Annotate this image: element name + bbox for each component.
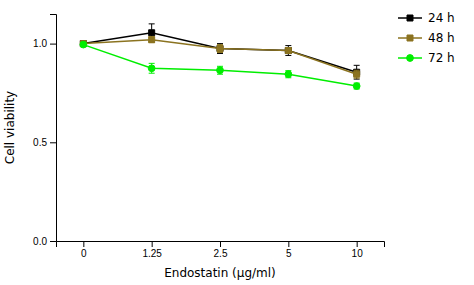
x-tick-label: 1.25 bbox=[142, 248, 162, 259]
x-tick-mark bbox=[83, 241, 84, 247]
y-tick-label: 0.5 bbox=[33, 137, 47, 148]
legend-marker bbox=[407, 15, 413, 21]
y-axis: 0.0 0.5 1.0 bbox=[33, 15, 56, 247]
x-axis-title: Endostatin (μg/ml) bbox=[164, 266, 276, 280]
x-tick-mark bbox=[288, 241, 289, 247]
y-tick-mark bbox=[50, 142, 56, 143]
error-bar bbox=[149, 37, 155, 43]
point bbox=[217, 67, 224, 74]
point bbox=[80, 41, 87, 48]
point bbox=[149, 37, 155, 43]
series bbox=[80, 41, 360, 89]
y-tick: 1.0 bbox=[33, 38, 56, 49]
series bbox=[80, 24, 359, 79]
legend-marker bbox=[407, 35, 413, 41]
legend-label: 24 h bbox=[428, 11, 455, 25]
line bbox=[83, 45, 356, 86]
legend-label: 72 h bbox=[428, 51, 455, 65]
point bbox=[285, 48, 291, 54]
error-bar bbox=[217, 45, 223, 53]
y-axis-line bbox=[50, 15, 57, 242]
y-tick-mark bbox=[50, 241, 56, 242]
x-axis: 0 1.25 2.5 5 10 bbox=[57, 241, 385, 259]
error-bar bbox=[217, 66, 223, 74]
error-bar bbox=[285, 71, 291, 78]
y-tick-label: 0.0 bbox=[33, 236, 47, 247]
error-bar bbox=[285, 46, 291, 56]
legend-item: 48 h bbox=[398, 31, 455, 45]
point bbox=[217, 46, 223, 52]
legend: 24 h 48 h 72 h bbox=[398, 11, 455, 65]
legend-marker bbox=[407, 55, 414, 62]
error-bar bbox=[149, 63, 155, 73]
marks bbox=[80, 24, 360, 90]
point bbox=[285, 71, 292, 78]
plot: 0 1.25 2.5 5 10 0.0 0.5 1.0 bbox=[33, 15, 384, 260]
x-tick: 2.5 bbox=[214, 241, 228, 259]
y-tick: 0.0 bbox=[33, 236, 56, 247]
x-tick: 5 bbox=[286, 241, 292, 259]
y-tick: 0.5 bbox=[33, 137, 56, 148]
x-tick: 0 bbox=[81, 241, 87, 259]
x-tick: 1.25 bbox=[142, 241, 162, 259]
y-tick-mark bbox=[50, 44, 56, 45]
y-axis-title: Cell viability bbox=[3, 91, 17, 164]
point bbox=[149, 30, 155, 36]
x-tick-mark bbox=[357, 241, 358, 247]
error-bar bbox=[354, 65, 360, 79]
point bbox=[217, 46, 223, 52]
x-tick-mark bbox=[220, 241, 221, 247]
x-tick-mark bbox=[152, 241, 153, 247]
legend-item: 72 h bbox=[398, 51, 455, 65]
x-tick: 10 bbox=[352, 241, 364, 259]
error-bar bbox=[217, 44, 223, 54]
y-tick-label: 1.0 bbox=[33, 38, 47, 49]
chart: 0 1.25 2.5 5 10 0.0 0.5 1.0 Endostatin (μg/ml) Ce… bbox=[0, 0, 474, 285]
x-tick-label: 0 bbox=[81, 248, 87, 259]
legend-item: 24 h bbox=[398, 11, 455, 25]
x-tick-label: 10 bbox=[352, 248, 364, 259]
point bbox=[354, 71, 360, 77]
line bbox=[83, 40, 356, 75]
point bbox=[285, 48, 291, 54]
x-tick-label: 5 bbox=[286, 248, 292, 259]
point bbox=[148, 65, 155, 72]
point bbox=[353, 83, 360, 90]
error-bar bbox=[285, 48, 291, 54]
error-bar bbox=[354, 83, 360, 89]
x-axis-line bbox=[57, 242, 385, 248]
x-tick-label: 2.5 bbox=[214, 248, 228, 259]
error-bar bbox=[354, 70, 360, 78]
legend-label: 48 h bbox=[428, 31, 455, 45]
